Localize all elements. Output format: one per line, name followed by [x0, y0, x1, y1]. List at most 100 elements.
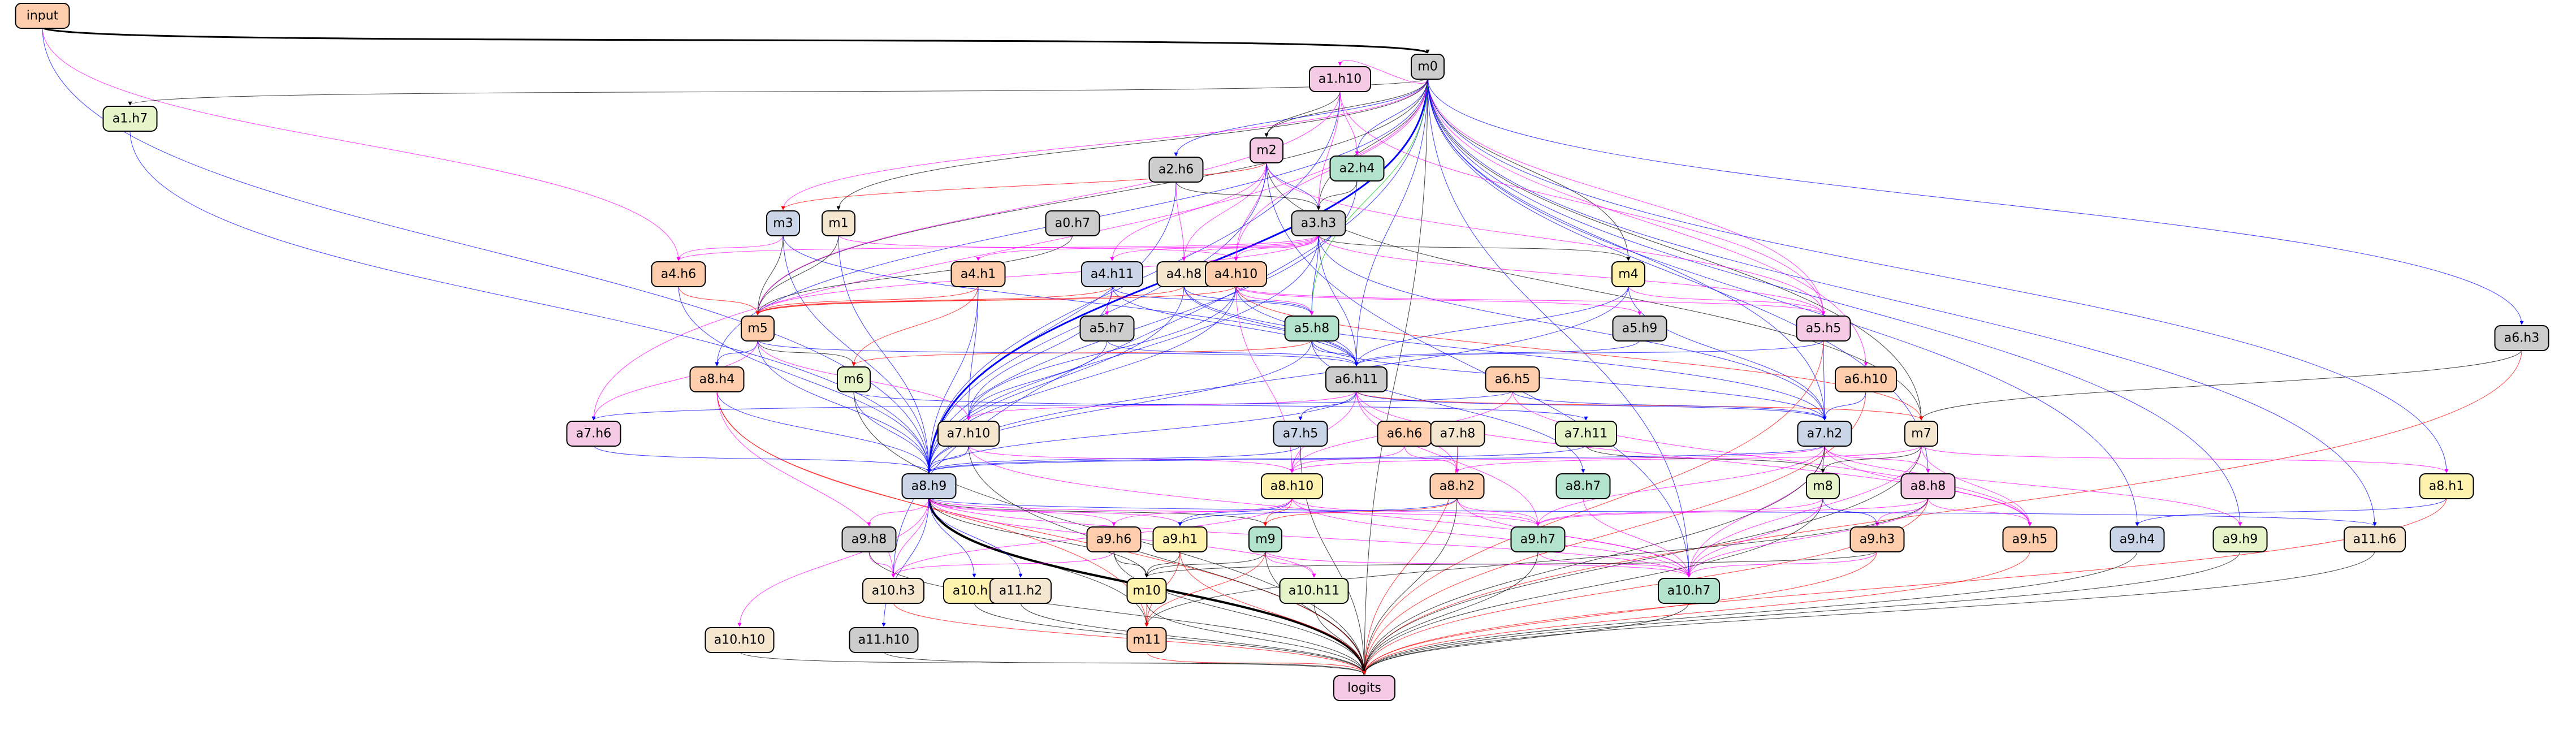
node-label: a8.h1	[2429, 479, 2464, 494]
node-a10-h3[interactable]: a10.h3	[862, 578, 924, 604]
node-label: a7.h5	[1283, 427, 1318, 441]
node-a0-h7[interactable]: a0.h7	[1045, 210, 1100, 236]
node-a6-h10[interactable]: a6.h10	[1835, 366, 1897, 392]
edge-m1-to-m5	[755, 234, 839, 316]
node-a5-h8[interactable]: a5.h8	[1284, 316, 1339, 342]
node-box	[1086, 526, 1142, 552]
node-label: a10.h7	[1667, 584, 1710, 598]
node-a10-h11[interactable]: a10.h11	[1279, 578, 1349, 604]
edge-m0-to-a1.h7	[128, 77, 1428, 106]
node-a9-h1[interactable]: a9.h1	[1152, 526, 1208, 552]
node-a11-h10[interactable]: a11.h10	[849, 627, 919, 653]
node-a11-h6[interactable]: a11.h6	[2344, 526, 2406, 552]
node-box	[950, 261, 1006, 287]
node-a7-h10[interactable]: a7.h10	[937, 421, 1000, 447]
node-a5-h9[interactable]: a5.h9	[1612, 316, 1667, 342]
node-a11-h2[interactable]: a11.h2	[989, 578, 1052, 604]
edge-m7-to-a9.h5	[1921, 444, 2032, 526]
edge-a2.h6-to-a3.h3	[1175, 180, 1321, 210]
node-a7-h5[interactable]: a7.h5	[1273, 421, 1328, 447]
node-box	[2419, 473, 2474, 499]
node-a8-h2[interactable]: a8.h2	[1429, 473, 1485, 499]
edge-a1.h10-to-a3.h3	[1316, 90, 1341, 210]
node-a8-h7[interactable]: a8.h7	[1555, 473, 1611, 499]
node-a7-h2[interactable]: a7.h2	[1797, 421, 1852, 447]
edge-m4-to-a6.h11	[1354, 285, 1629, 366]
node-a7-h11[interactable]: a7.h11	[1555, 421, 1617, 447]
node-a5-h5[interactable]: a5.h5	[1796, 316, 1851, 342]
node-a8-h1[interactable]: a8.h1	[2419, 473, 2474, 499]
edge-m3-to-m5	[755, 234, 784, 316]
edge-m5-to-a7.h6	[591, 339, 758, 421]
node-label: a9.h3	[1860, 533, 1895, 547]
node-box	[937, 421, 1000, 447]
node-a4-h8[interactable]: a4.h8	[1156, 261, 1212, 287]
node-input[interactable]: input	[15, 3, 70, 29]
edge-a9.h1-to-m10	[1144, 550, 1181, 578]
node-a4-h6[interactable]: a4.h6	[651, 261, 706, 287]
node-a6-h11[interactable]: a6.h11	[1325, 366, 1388, 392]
node-label: m1	[828, 217, 848, 231]
node-a9-h5[interactable]: a9.h5	[2002, 526, 2058, 552]
edge-a6.h11-to-a8.h9	[927, 390, 1357, 473]
node-label: m3	[773, 217, 793, 231]
node-box	[704, 627, 775, 653]
node-a8-h9[interactable]: a8.h9	[901, 473, 957, 499]
edge-m0-to-a2.h4	[1355, 77, 1428, 155]
node-a1-h7[interactable]: a1.h7	[102, 106, 158, 132]
node-a4-h11[interactable]: a4.h11	[1081, 261, 1143, 287]
edge-a8.h2-to-a9.h1	[1178, 497, 1458, 526]
node-a7-h8[interactable]: a7.h8	[1430, 421, 1485, 447]
node-box	[822, 210, 855, 236]
node-m3[interactable]: m3	[766, 210, 800, 236]
node-a2-h6[interactable]: a2.h6	[1148, 157, 1204, 183]
node-box	[1325, 366, 1388, 392]
node-a4-h1[interactable]: a4.h1	[950, 261, 1006, 287]
node-logits[interactable]: logits	[1333, 675, 1395, 701]
node-a9-h8[interactable]: a9.h8	[841, 526, 897, 552]
edge-a4.h1-to-a8.h9	[927, 285, 979, 473]
node-a6-h3[interactable]: a6.h3	[2494, 325, 2549, 351]
node-m2[interactable]: m2	[1250, 137, 1283, 163]
node-m11[interactable]: m11	[1126, 627, 1167, 653]
node-a9-h3[interactable]: a9.h3	[1849, 526, 1905, 552]
node-box	[849, 627, 919, 653]
node-a1-h10[interactable]: a1.h10	[1309, 66, 1371, 92]
node-label: a4.h10	[1214, 267, 1257, 282]
edge-a6.h11-to-a7.h10	[966, 390, 1357, 421]
edge-a8.h9-to-a10.h3	[891, 497, 930, 578]
node-m8[interactable]: m8	[1806, 473, 1840, 499]
edge-a5.h8-to-m6	[852, 339, 1312, 366]
node-m5[interactable]: m5	[741, 316, 775, 342]
edge-a7.h2-to-a9.h7	[1536, 444, 1825, 526]
node-a8-h10[interactable]: a8.h10	[1261, 473, 1323, 499]
node-a9-h9[interactable]: a9.h9	[2212, 526, 2268, 552]
node-m9[interactable]: m9	[1248, 526, 1282, 552]
node-box	[766, 210, 800, 236]
node-a6-h6[interactable]: a6.h6	[1377, 421, 1432, 447]
node-a5-h7[interactable]: a5.h7	[1079, 316, 1135, 342]
node-m10[interactable]: m10	[1126, 578, 1167, 604]
node-m4[interactable]: m4	[1611, 261, 1645, 287]
node-a8-h4[interactable]: a8.h4	[689, 366, 745, 392]
node-box	[1329, 155, 1385, 181]
node-a10-h7[interactable]: a10.h7	[1658, 578, 1720, 604]
node-label: a6.h6	[1387, 427, 1422, 441]
node-a9-h6[interactable]: a9.h6	[1086, 526, 1142, 552]
node-m1[interactable]: m1	[822, 210, 855, 236]
node-a2-h4[interactable]: a2.h4	[1329, 155, 1385, 181]
node-m7[interactable]: m7	[1904, 421, 1938, 447]
node-a3-h3[interactable]: a3.h3	[1291, 210, 1346, 236]
node-a9-h4[interactable]: a9.h4	[2110, 526, 2165, 552]
node-a6-h5[interactable]: a6.h5	[1485, 366, 1540, 392]
node-a7-h6[interactable]: a7.h6	[566, 421, 621, 447]
node-a4-h10[interactable]: a4.h10	[1205, 261, 1267, 287]
edge-a9.h7-to-logits	[1362, 550, 1538, 675]
node-a8-h8[interactable]: a8.h8	[1900, 473, 1956, 499]
node-m6[interactable]: m6	[837, 366, 871, 392]
node-m0[interactable]: m0	[1411, 54, 1445, 80]
edge-a4.h1-to-a7.h10	[966, 285, 979, 421]
node-box	[1248, 526, 1282, 552]
node-a10-h10[interactable]: a10.h10	[704, 627, 775, 653]
node-a9-h7[interactable]: a9.h7	[1510, 526, 1566, 552]
